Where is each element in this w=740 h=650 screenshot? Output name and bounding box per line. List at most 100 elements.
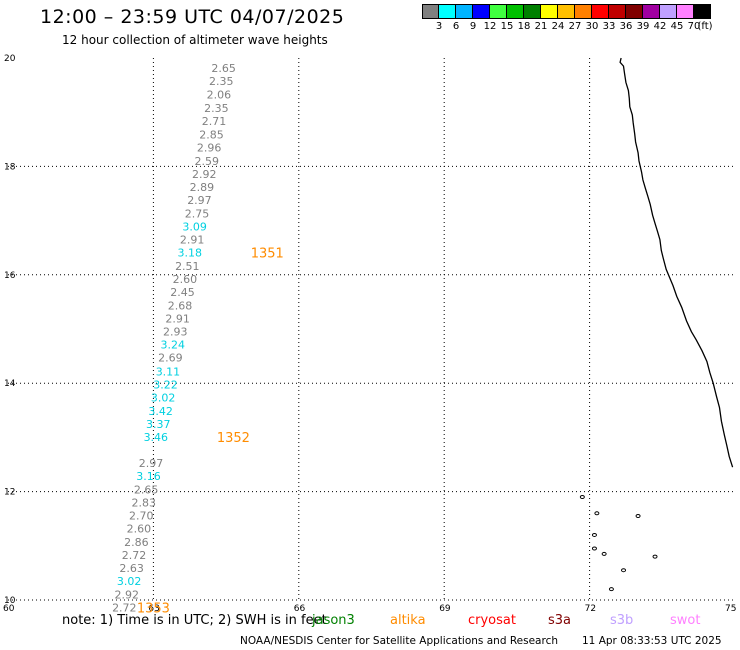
legend-swatch — [473, 4, 490, 19]
legend-swatch — [575, 4, 592, 19]
legend-label: 36 — [619, 21, 633, 32]
legend-label: 30 — [585, 21, 599, 32]
legend-label: 24 — [551, 21, 565, 32]
wave-height-value: 3.16 — [136, 470, 161, 483]
wave-height-value: 2.93 — [163, 326, 188, 339]
wave-height-legend: 3 6 9 12 15 18 21 24 27 30 33 36 39 42 45 70 (ft) — [422, 4, 740, 33]
legend-swatch — [439, 4, 456, 19]
track-number-label: 1352 — [217, 431, 250, 446]
legend-label: 33 — [602, 21, 616, 32]
wave-height-value: 3.42 — [148, 405, 173, 418]
wave-height-value: 2.71 — [202, 115, 227, 128]
legend-label: 27 — [568, 21, 582, 32]
island-outline — [591, 546, 597, 551]
wave-height-value: 3.02 — [117, 575, 142, 588]
satellite-label: jason3 — [312, 613, 355, 628]
wave-height-value: 2.75 — [185, 208, 210, 221]
axis-labels: 60 63 66 69 72 75 10 12 14 16 18 20 — [3, 54, 736, 614]
wave-height-value: 2.59 — [194, 155, 219, 168]
legend-swatch — [558, 4, 575, 19]
wave-height-value: 2.63 — [119, 562, 144, 575]
y-tick-label: 14 — [4, 379, 16, 389]
y-tick-label: 16 — [4, 271, 16, 281]
wave-height-value: 3.22 — [153, 378, 178, 391]
legend-label: 15 — [500, 21, 514, 32]
satellite-label: s3a — [548, 613, 572, 628]
track-number-label: 1353 — [137, 602, 170, 617]
wave-height-value: 3.46 — [144, 431, 169, 444]
wave-height-value: 2.69 — [158, 352, 183, 365]
footer-note: note: 1) Time is in UTC; 2) SWH is in fe… — [62, 613, 327, 628]
x-tick-label: 69 — [439, 604, 451, 614]
credit-line: NOAA/NESDIS Center for Satellite Applica… — [240, 635, 558, 647]
legend-swatch — [694, 4, 711, 19]
west-coast-line — [619, 57, 734, 468]
wave-height-value: 2.91 — [165, 313, 190, 326]
wave-height-value: 2.45 — [170, 286, 195, 299]
island-outline — [594, 511, 600, 516]
track-labels: 1351 1352 1353 — [137, 247, 284, 617]
island-outline — [608, 587, 614, 592]
map-title: 12:00 – 23:59 UTC 04/07/2025 — [40, 6, 345, 28]
x-tick-label: 75 — [725, 604, 736, 614]
wave-height-value: 2.35 — [204, 102, 229, 115]
y-tick-label: 20 — [4, 54, 16, 64]
wave-height-value: 2.85 — [199, 128, 224, 141]
wave-height-value: 2.89 — [190, 181, 215, 194]
legend-label: 3 — [435, 21, 443, 32]
wave-height-value: 2.60 — [127, 522, 152, 535]
wave-height-value: 3.37 — [146, 418, 171, 431]
legend-swatch — [507, 4, 524, 19]
generated-time: 11 Apr 08:33:53 UTC 2025 — [582, 635, 722, 647]
legend-label: 45 — [670, 21, 684, 32]
satellite-label: cryosat — [468, 613, 516, 628]
wave-height-value: 3.02 — [151, 391, 176, 404]
wave-height-value: 2.06 — [207, 88, 232, 101]
x-tick-label: 60 — [3, 604, 15, 614]
legend-swatch — [456, 4, 473, 19]
wave-height-value: 2.51 — [175, 260, 200, 273]
wave-height-value: 2.60 — [173, 273, 198, 286]
legend-swatch — [626, 4, 643, 19]
wave-height-value: 2.68 — [168, 300, 193, 313]
legend-swatch — [660, 4, 677, 19]
wave-observations: 2.652.352.062.352.712.852.962.592.922.89… — [112, 62, 236, 615]
legend-label: 9 — [469, 21, 477, 32]
legend-label: 39 — [636, 21, 650, 32]
wave-height-value: 2.86 — [124, 536, 149, 549]
island-outline — [591, 532, 597, 537]
legend-swatch — [643, 4, 660, 19]
y-tick-label: 18 — [4, 162, 16, 172]
island-outline — [621, 568, 627, 573]
x-tick-label: 63 — [148, 604, 159, 614]
wave-height-value: 3.24 — [161, 339, 186, 352]
y-tick-label: 12 — [4, 488, 15, 498]
wave-height-value: 2.92 — [114, 589, 139, 602]
legend-label: 21 — [534, 21, 548, 32]
legend-swatch — [592, 4, 609, 19]
legend-swatches — [422, 4, 740, 19]
wave-height-value: 2.97 — [139, 457, 164, 470]
legend-label: 6 — [452, 21, 460, 32]
y-tick-label: 10 — [4, 596, 16, 606]
map-grid — [8, 58, 735, 601]
legend-swatch — [609, 4, 626, 19]
wave-height-value: 2.35 — [209, 75, 234, 88]
wave-height-value: 2.83 — [131, 496, 156, 509]
island-outline — [601, 551, 607, 556]
satellite-label: s3b — [610, 613, 634, 628]
legend-swatch — [541, 4, 558, 19]
wave-height-value: 2.70 — [129, 509, 154, 522]
island-outline — [652, 554, 658, 559]
wave-height-value: 2.97 — [187, 194, 212, 207]
legend-label: 18 — [517, 21, 531, 32]
legend-swatch — [677, 4, 694, 19]
wave-height-value: 2.96 — [197, 141, 222, 154]
wave-height-value: 3.11 — [156, 365, 181, 378]
wave-height-value: 2.65 — [211, 62, 236, 75]
wave-height-value: 2.91 — [180, 234, 205, 247]
island-outline — [635, 513, 641, 518]
wave-height-value: 2.72 — [122, 549, 147, 562]
track-number-label: 1351 — [251, 247, 284, 262]
